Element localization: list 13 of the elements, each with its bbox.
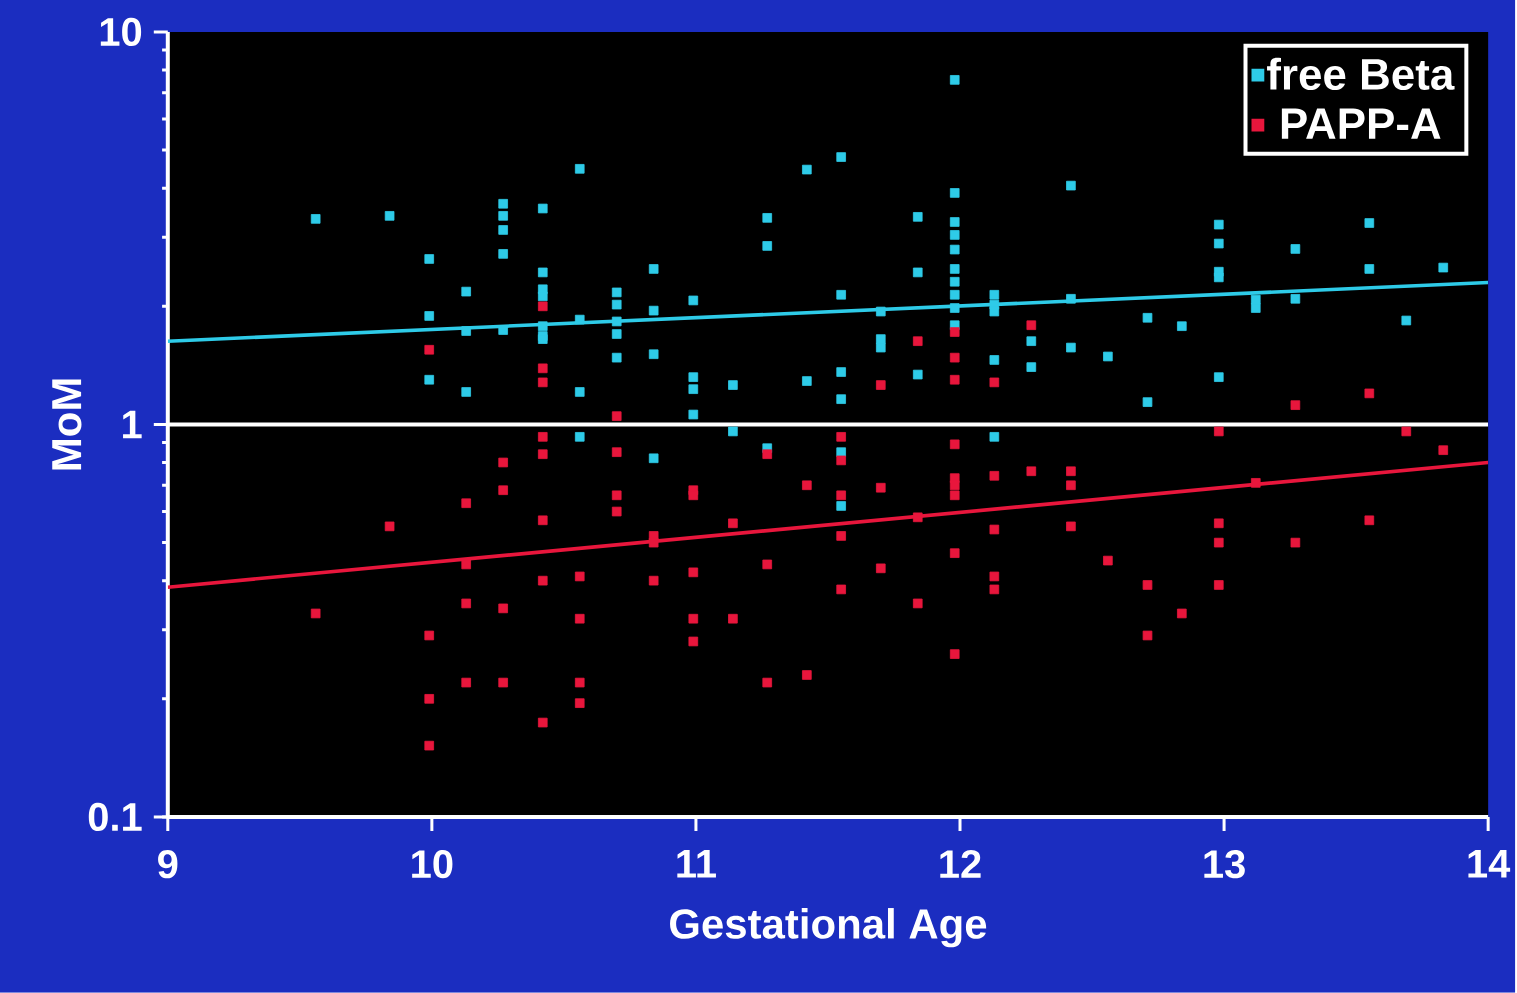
y-tick-label: 0.1: [88, 802, 142, 832]
x-tick-label: 10: [412, 850, 453, 879]
x-tick-label: 14: [1468, 850, 1511, 878]
legend-label: free Beta: [1267, 57, 1455, 91]
y-axis-title: MoM: [52, 379, 82, 470]
x-tick-label: 11: [677, 850, 716, 878]
x-tick-label: 12: [940, 850, 981, 878]
x-tick-label: 9: [158, 850, 178, 879]
y-tick-label: 1: [123, 410, 142, 439]
y-tick-label: 10: [100, 17, 142, 47]
legend-label: PAPP-A: [1281, 108, 1441, 139]
x-axis-title: Gestational Age: [670, 908, 987, 948]
x-tick-label: 13: [1204, 850, 1245, 879]
